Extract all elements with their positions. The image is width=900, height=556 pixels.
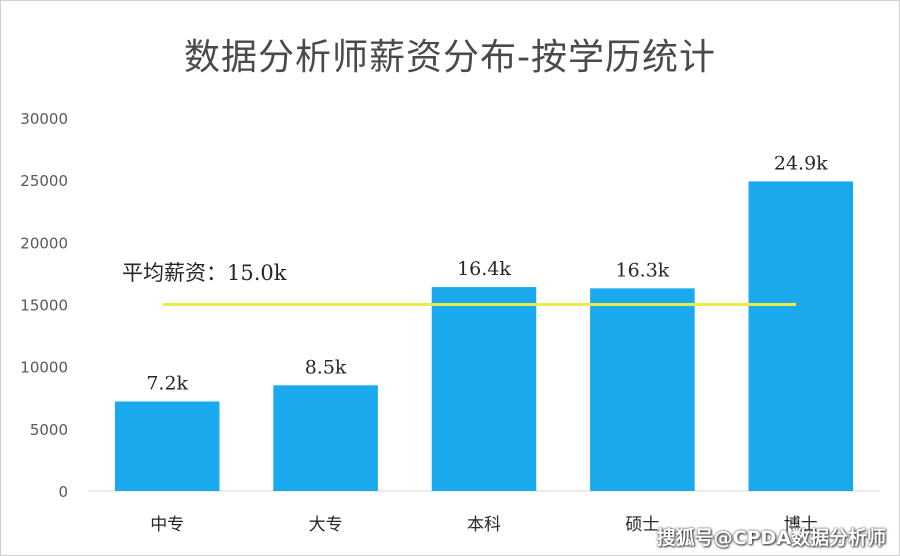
- category-label: 硕士: [625, 515, 659, 535]
- y-axis-ticks: 0 5000 10000 15000 20000 25000 30000: [20, 110, 68, 501]
- bar: [748, 181, 854, 491]
- x-axis-labels: 中专 大专 本科 硕士 博士: [150, 515, 818, 535]
- watermark: 搜狐号@CPDA数据分析师: [656, 527, 886, 549]
- bar: [431, 287, 537, 491]
- y-tick-label: 0: [58, 483, 68, 501]
- data-label: 24.9k: [774, 152, 828, 174]
- bar: [590, 288, 695, 491]
- data-label: 7.2k: [146, 372, 188, 394]
- y-tick-label: 25000: [20, 172, 68, 190]
- y-tick-label: 30000: [20, 110, 68, 128]
- category-label: 大专: [309, 515, 343, 535]
- category-label: 中专: [150, 515, 184, 535]
- y-tick-label: 15000: [20, 297, 68, 315]
- data-label: 16.3k: [615, 259, 669, 281]
- category-label: 本科: [467, 515, 501, 535]
- y-tick-label: 20000: [20, 234, 68, 252]
- y-tick-label: 10000: [20, 359, 68, 377]
- data-label: 16.4k: [457, 258, 511, 280]
- bar: [114, 401, 220, 491]
- category-label: 博士: [784, 515, 818, 535]
- y-tick-label: 5000: [30, 421, 68, 439]
- bars: 7.2k 8.5k 16.4k 16.3k 24.9k: [114, 152, 854, 491]
- bar: [273, 385, 378, 491]
- average-line-label: 平均薪资：15.0k: [122, 261, 287, 285]
- data-label: 8.5k: [305, 356, 347, 378]
- chart-title: 数据分析师薪资分布-按学历统计: [184, 37, 716, 78]
- average-line: 平均薪资：15.0k: [122, 261, 796, 306]
